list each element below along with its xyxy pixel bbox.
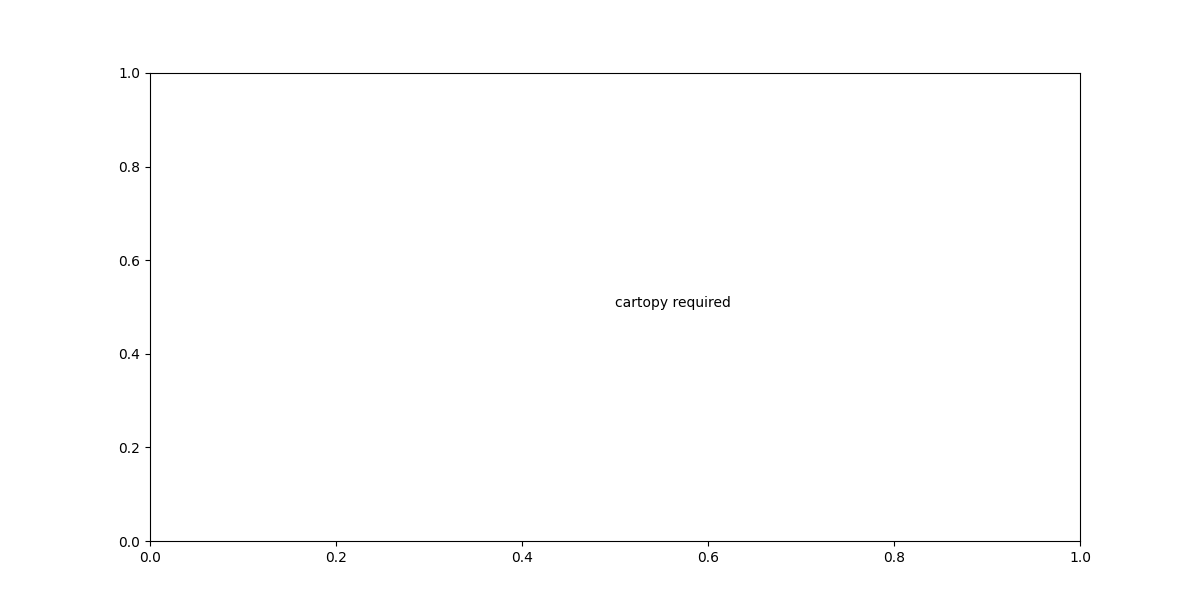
Text: cartopy required: cartopy required	[616, 296, 731, 310]
